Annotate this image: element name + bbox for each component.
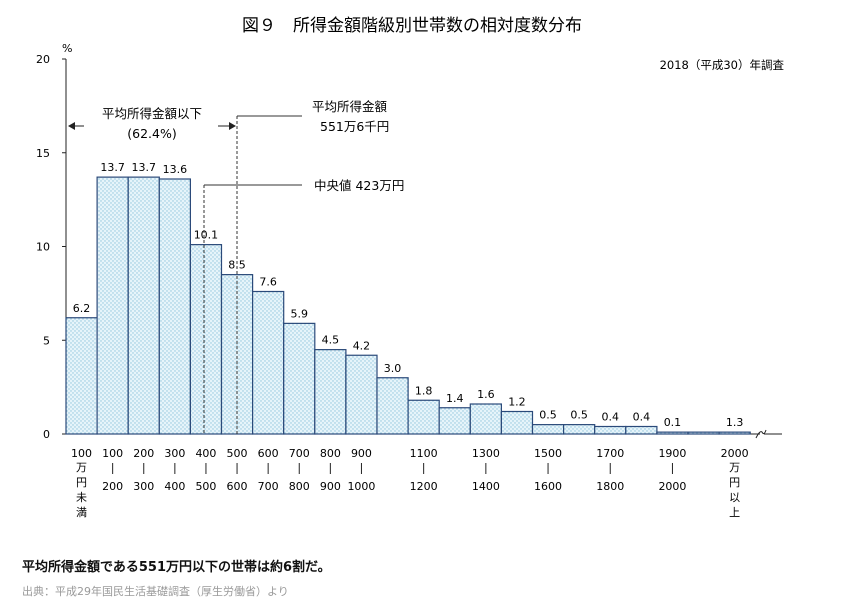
bar-value-label: 0.5: [539, 409, 557, 422]
mean-label-line1: 平均所得金額: [312, 99, 388, 114]
x-label-bottom: 1800: [596, 480, 624, 493]
bar-value-label: 3.0: [384, 362, 402, 375]
x-label-top: 1300: [472, 447, 500, 460]
bar: [189, 244, 223, 435]
x-label-top: 500: [227, 447, 248, 460]
bar-value-label: 1.2: [508, 396, 526, 409]
y-tick-label: 15: [36, 147, 50, 160]
bar-value-label: 1.4: [446, 392, 464, 405]
bar-value-label: 13.6: [163, 163, 188, 176]
chart-title: 図９ 所得金額階級別世帯数の相対度数分布: [242, 16, 582, 36]
x-label-bottom: 万円未満: [76, 461, 87, 519]
chart-caption: 平均所得金額である551万円以下の世帯は約6割だ。: [22, 560, 331, 575]
x-label-bottom: 1200: [410, 480, 438, 493]
bar-value-label: 1.8: [415, 384, 433, 397]
x-label-bottom: 900: [320, 480, 341, 493]
bar: [252, 290, 285, 435]
bar-value-label: 5.9: [291, 307, 309, 320]
x-label-top: 700: [289, 447, 310, 460]
bar-value-label: 13.7: [132, 161, 157, 174]
axis-break-mark: [755, 429, 767, 439]
x-label-top: 300: [164, 447, 185, 460]
bar-value-label: 0.4: [633, 411, 651, 424]
y-tick-label: 10: [36, 241, 50, 254]
y-tick-label: 20: [36, 53, 50, 66]
bar-value-label: 1.6: [477, 388, 495, 401]
x-label-bottom: 400: [164, 480, 185, 493]
median-label: 中央値 423万円: [314, 178, 404, 193]
x-label-bottom: 600: [227, 480, 248, 493]
histogram-chart: 図９ 所得金額階級別世帯数の相対度数分布 2018（平成30）年調査 % 0 5 1…: [36, 16, 785, 519]
bar-value-label: 6.2: [73, 302, 91, 315]
below-mean-label-line2: (62.4%): [127, 126, 176, 141]
bar: [656, 431, 689, 435]
x-label-bottom: 300: [133, 480, 154, 493]
bar: [625, 425, 658, 435]
bar: [438, 407, 471, 435]
bar-value-label: 13.7: [100, 161, 125, 174]
y-axis-unit: %: [62, 42, 72, 55]
x-label-bottom: 万円以上: [729, 461, 740, 519]
bar: [65, 317, 98, 435]
bar: [469, 403, 502, 435]
bar-value-label: 10.1: [194, 229, 219, 242]
bar: [345, 354, 378, 435]
below-mean-label-line1: 平均所得金額以下: [102, 106, 202, 121]
bar: [96, 176, 129, 435]
x-label-bottom: 800: [289, 480, 310, 493]
y-tick-label: 5: [43, 334, 50, 347]
below-mean-arrowhead-right: [229, 122, 236, 130]
bar: [158, 178, 192, 435]
source-note: 出典：平成29年国民生活基礎調査（厚生労働省）より: [22, 585, 289, 598]
x-label-bottom: 1400: [472, 480, 500, 493]
y-tick-label: 0: [43, 428, 50, 441]
bar: [127, 176, 160, 435]
bar-value-label: 4.2: [353, 339, 371, 352]
x-label-top: 900: [351, 447, 372, 460]
x-label-bottom: 700: [258, 480, 279, 493]
x-label-top: 1900: [658, 447, 686, 460]
bar-value-label: 8.5: [228, 259, 246, 272]
bar: [376, 377, 409, 435]
x-label-top: 400: [195, 447, 216, 460]
below-mean-arrowhead-left: [68, 122, 75, 130]
x-label-bottom: 500: [195, 480, 216, 493]
bar-value-label: 1.3: [726, 416, 744, 429]
survey-note: 2018（平成30）年調査: [660, 58, 785, 72]
bar: [283, 322, 316, 435]
bar-value-label: 0.1: [664, 416, 682, 429]
x-label-top: 800: [320, 447, 341, 460]
x-label-bottom: 2000: [658, 480, 686, 493]
x-label-bottom: 200: [102, 480, 123, 493]
x-label-top: 1700: [596, 447, 624, 460]
x-label-bottom: 1000: [347, 480, 375, 493]
bar: [594, 425, 627, 435]
bar-value-label: 4.5: [322, 334, 340, 347]
bar: [407, 399, 440, 435]
bar: [562, 424, 596, 435]
x-label-top: 1500: [534, 447, 562, 460]
bar-value-label: 7.6: [259, 276, 277, 289]
x-label-bottom: 1600: [534, 480, 562, 493]
bar: [314, 349, 347, 435]
x-label-top: 100: [102, 447, 123, 460]
bar-value-label: 0.5: [570, 409, 588, 422]
bar: [500, 410, 534, 435]
x-label-top: 2000: [721, 447, 749, 460]
bar-value-label: 0.4: [602, 411, 620, 424]
x-label-top: 1100: [410, 447, 438, 460]
bar: [718, 431, 751, 435]
x-label-top: 200: [133, 447, 154, 460]
x-label-top: 600: [258, 447, 279, 460]
x-label-top: 100: [71, 447, 92, 460]
bar: [531, 424, 565, 435]
bar: [687, 431, 720, 435]
mean-label-line2: 551万6千円: [320, 119, 389, 134]
